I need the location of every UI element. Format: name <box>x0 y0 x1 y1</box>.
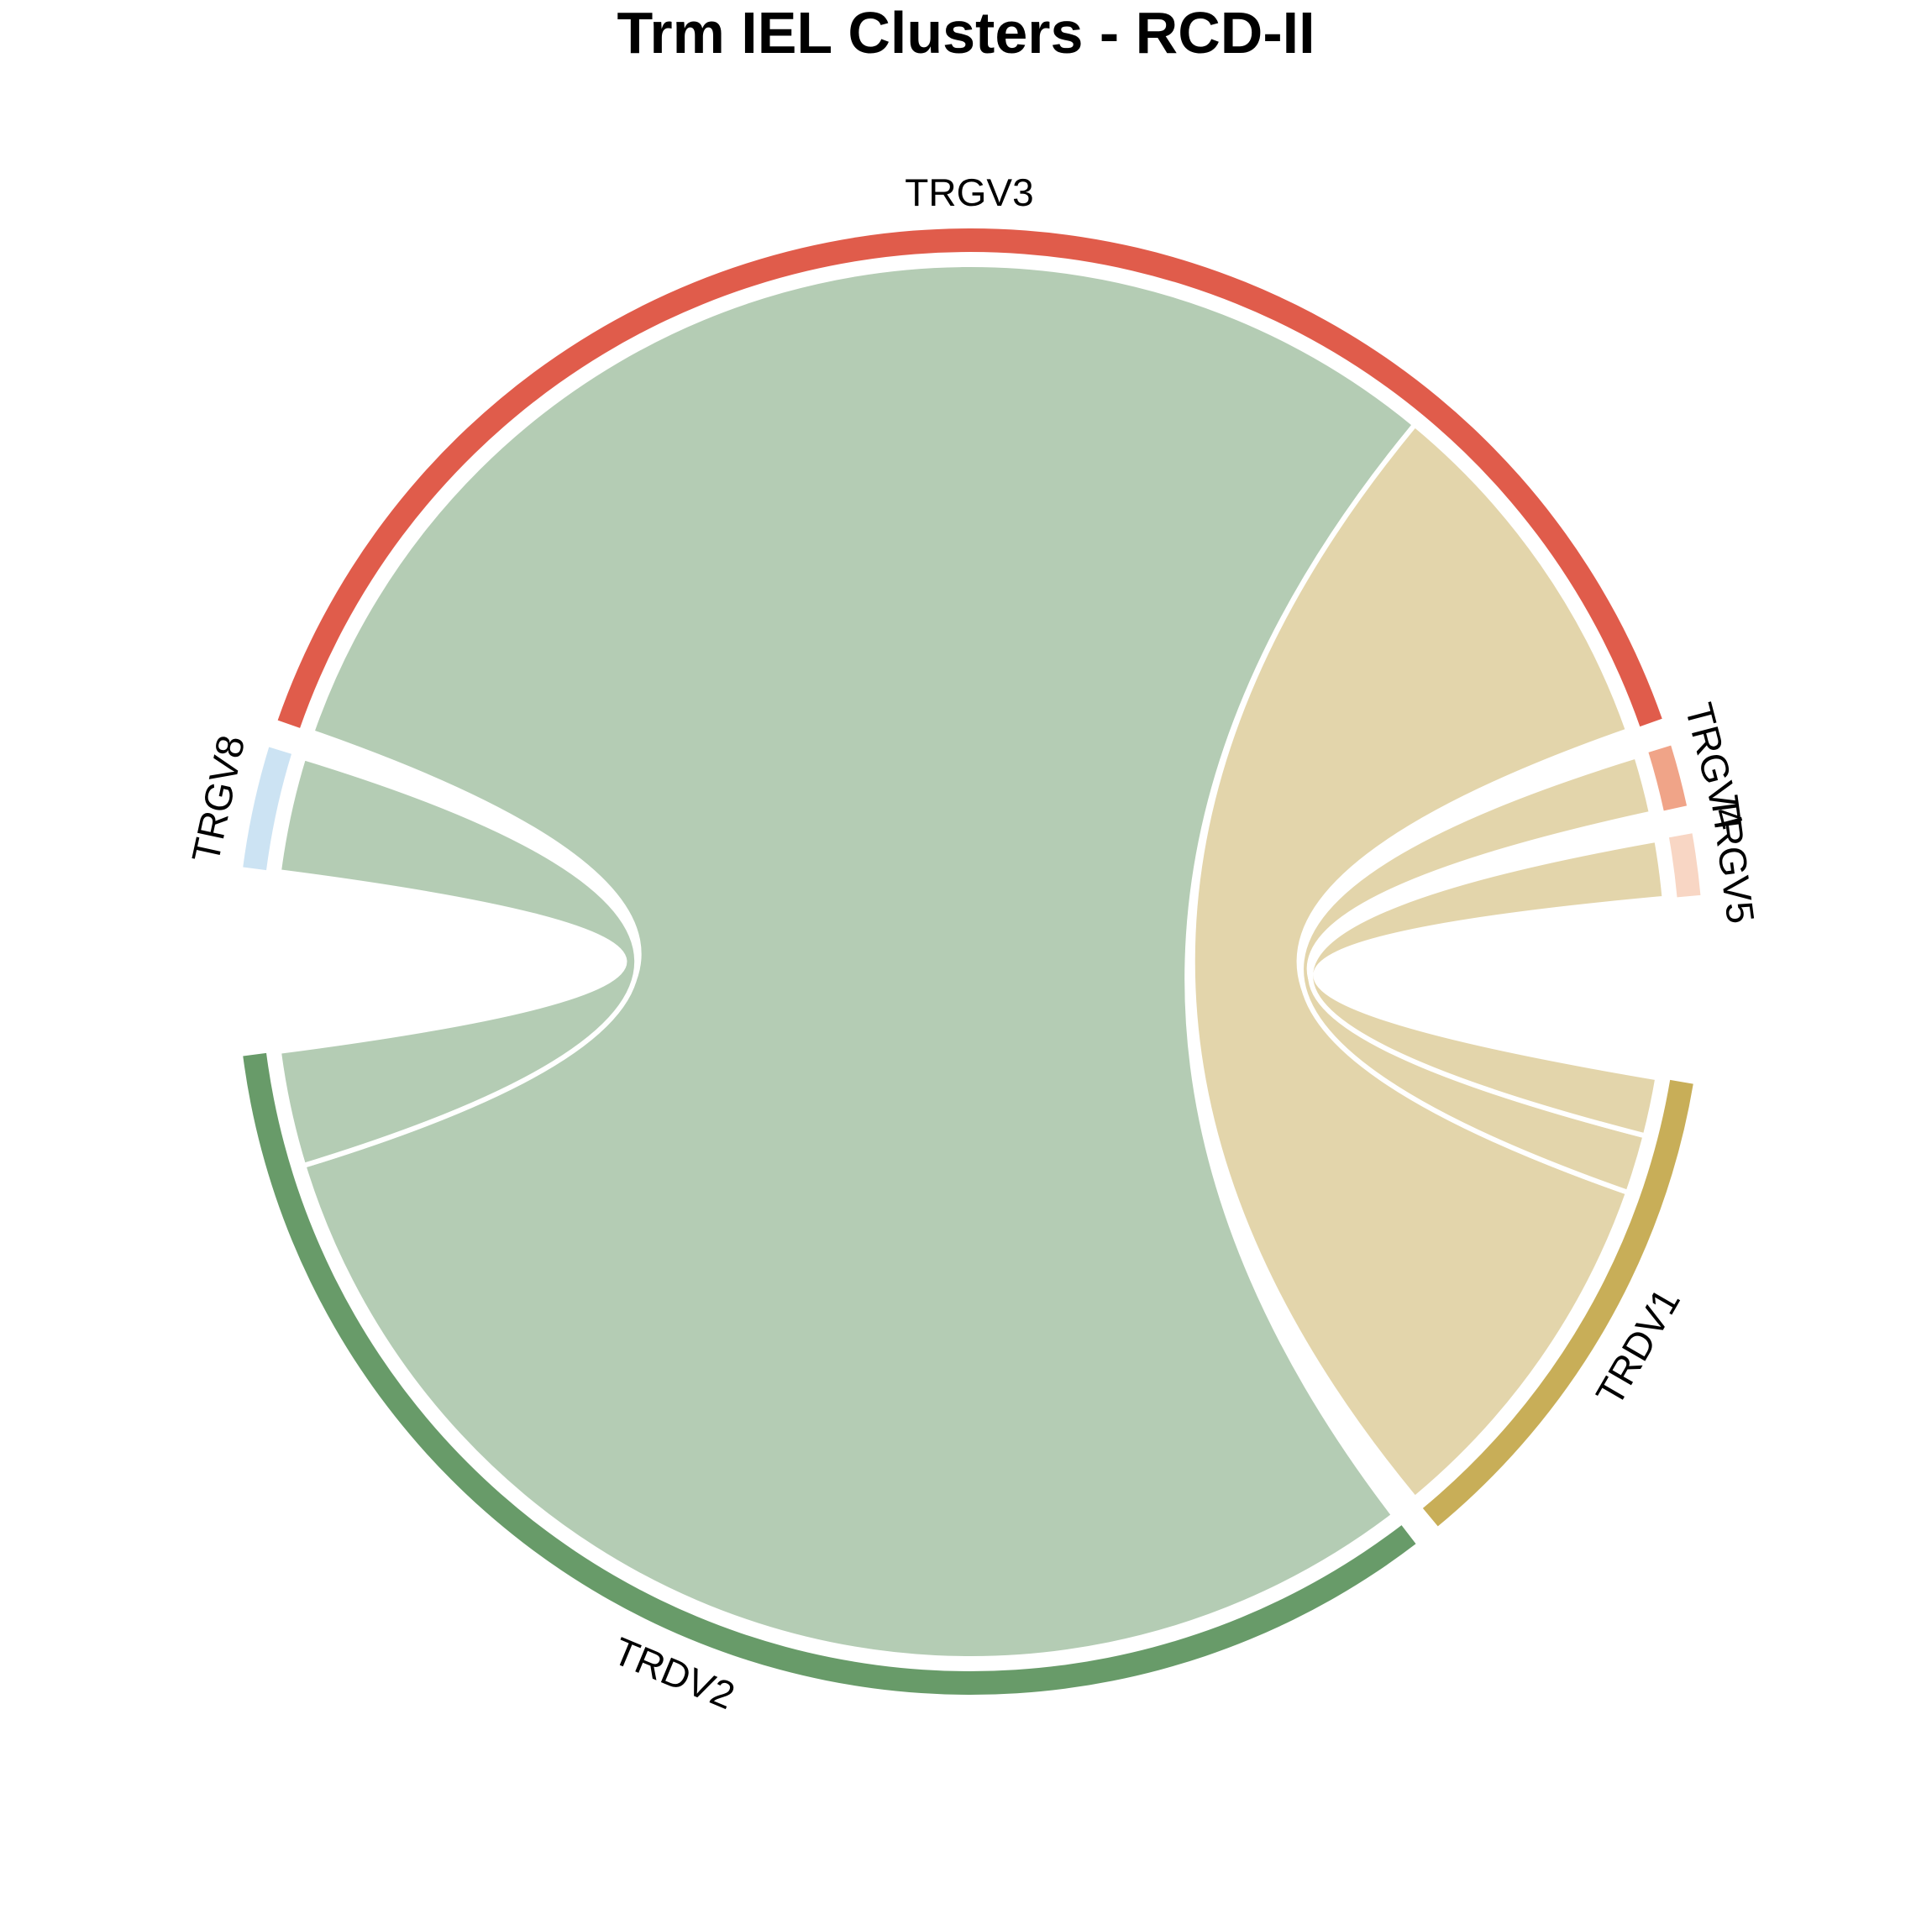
sector-trdv2 <box>243 1052 1416 1696</box>
sector-label-trgv5: TRGV5 <box>1703 793 1763 926</box>
link-trgv5-trdv1 <box>1308 836 1667 1139</box>
sector-label-trgv3: TRGV3 <box>905 170 1033 214</box>
link-trgv8-trdv2 <box>276 755 640 1168</box>
link-trgv3-trdv1 <box>1189 422 1631 1502</box>
sector-trgv8 <box>243 747 291 871</box>
sector-label-trgv8: TRGV8 <box>183 731 253 867</box>
chart-title: Trm IEL Clusters - RCD-II <box>617 0 1315 66</box>
sector-trgv5 <box>1668 833 1701 898</box>
sector-trdv1 <box>1422 1079 1693 1527</box>
sector-trgv4 <box>1648 745 1688 811</box>
sectors-layer <box>243 228 1701 1696</box>
links-layer <box>276 262 1667 1661</box>
